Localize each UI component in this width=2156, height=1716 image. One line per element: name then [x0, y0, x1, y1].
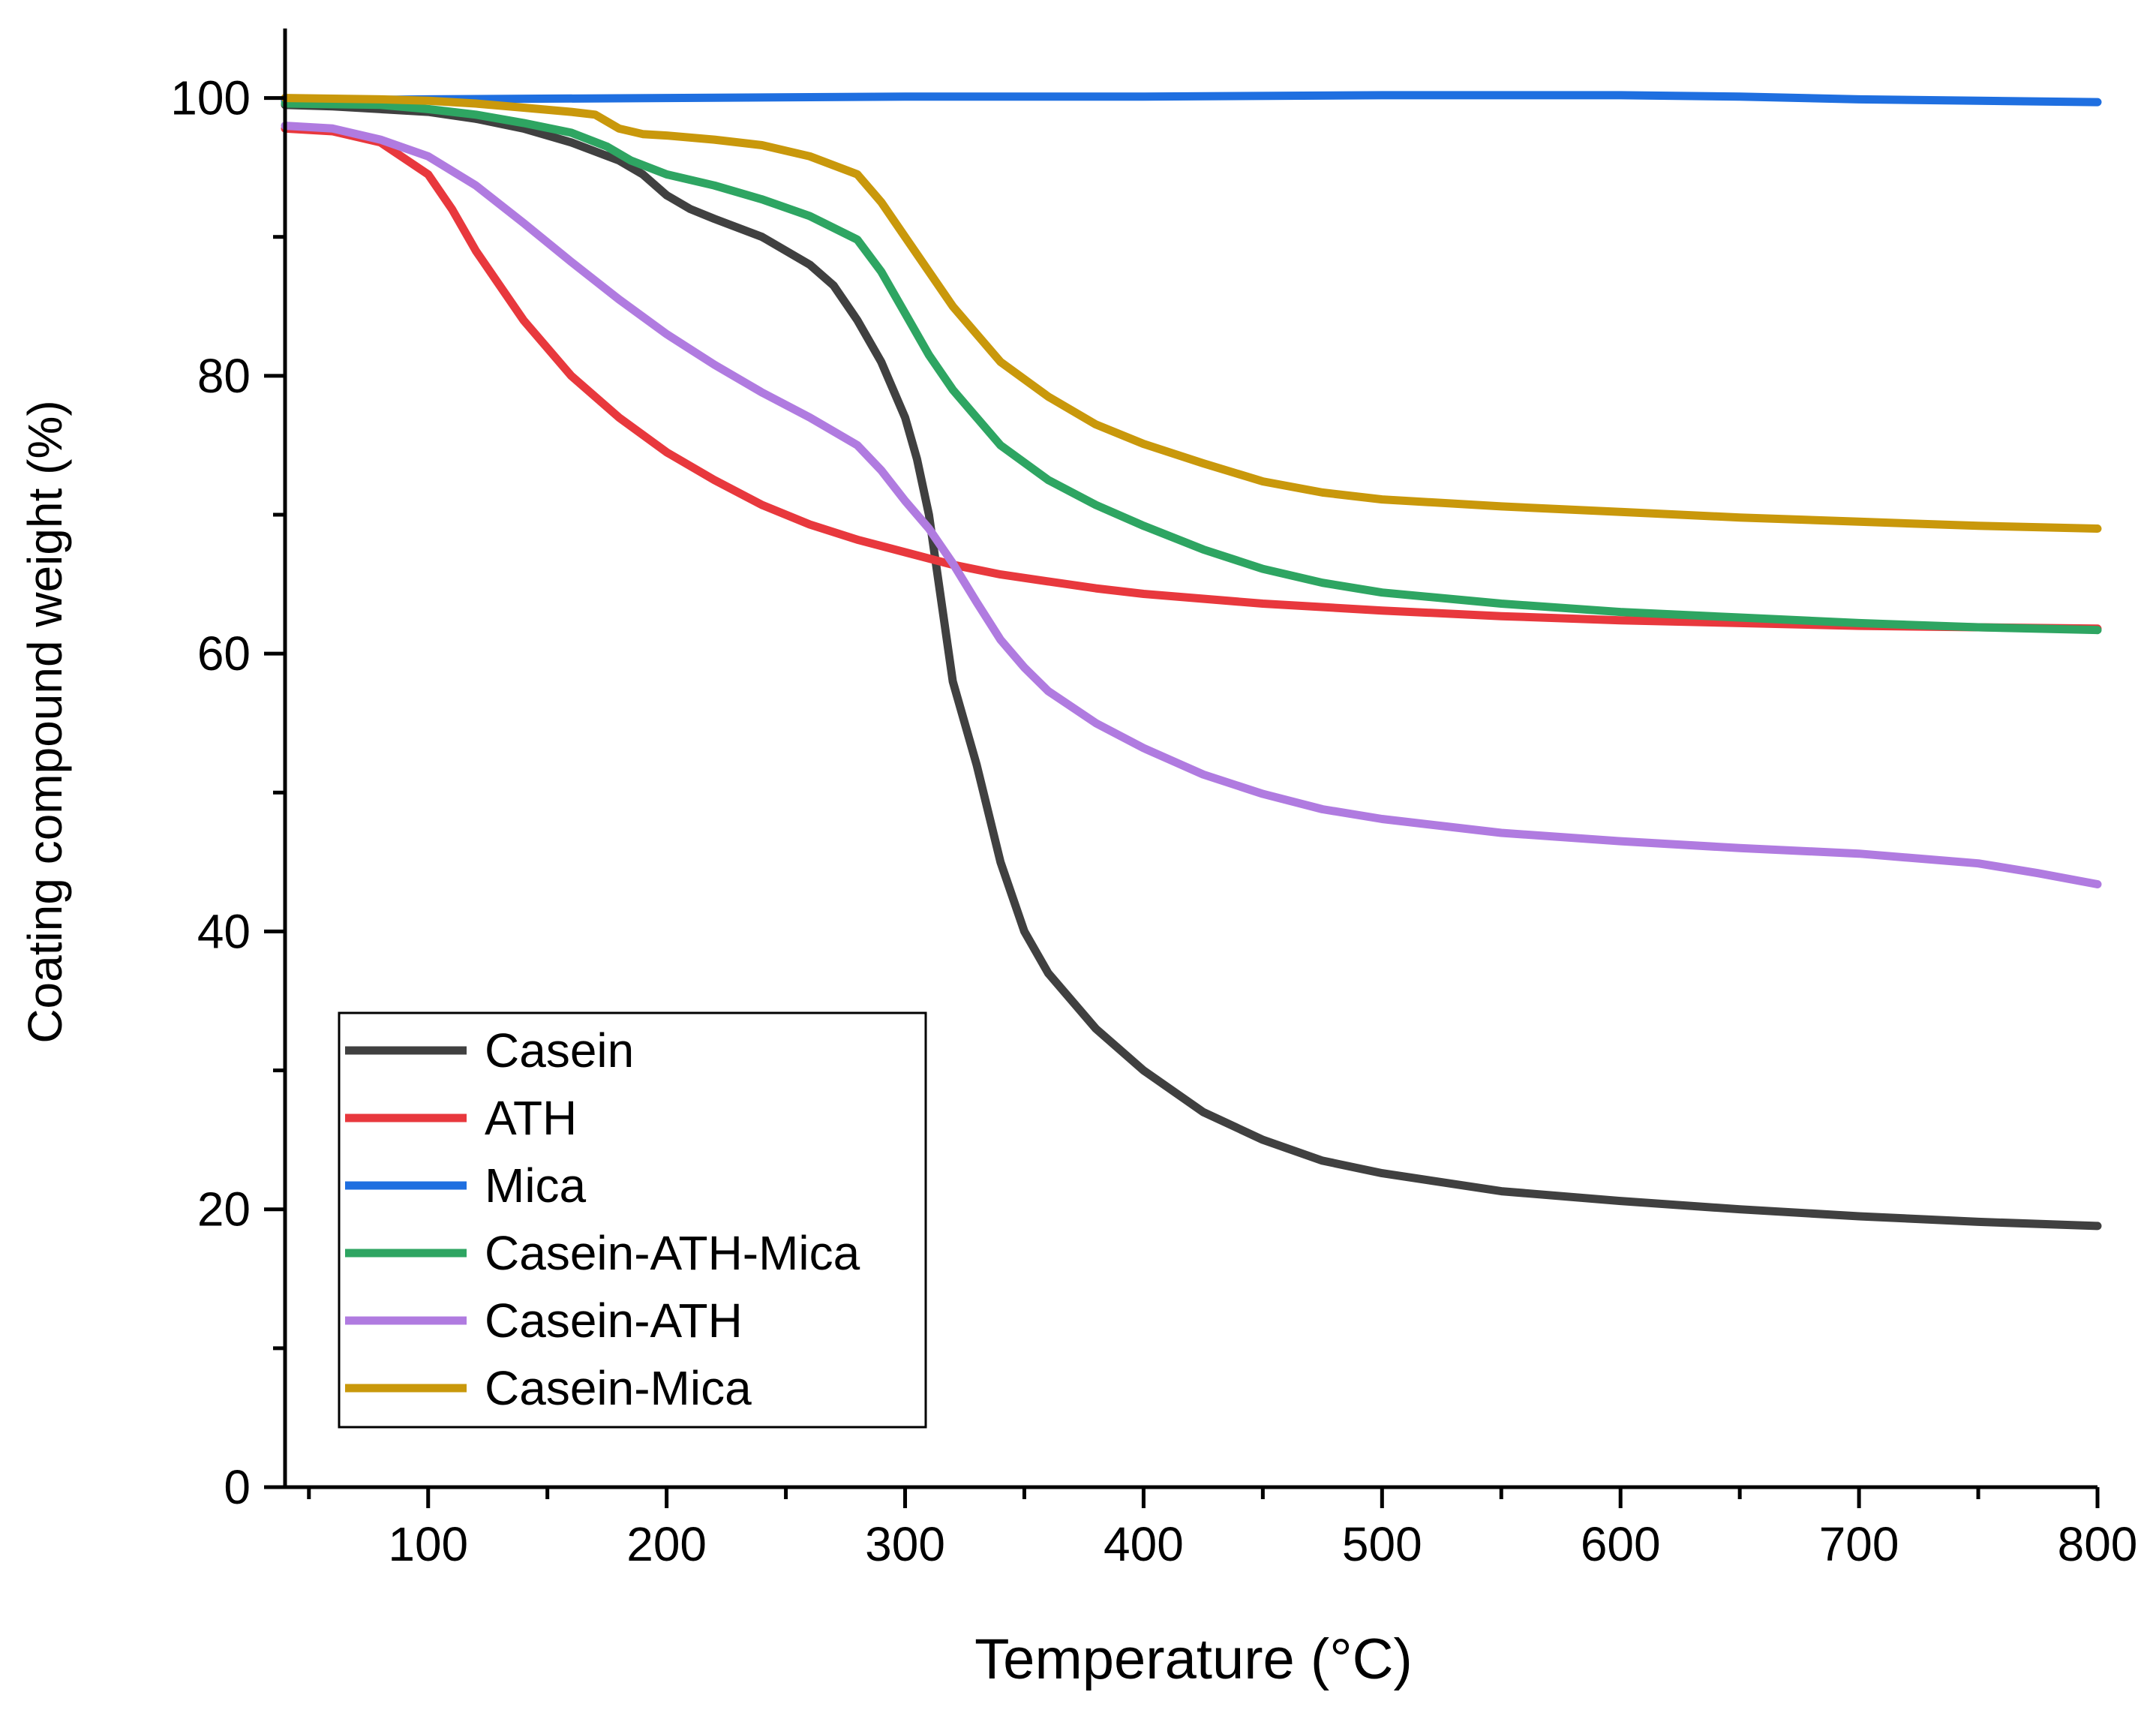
- x-tick-label: 500: [1342, 1517, 1422, 1571]
- series-layer: [281, 91, 2102, 1231]
- legend-box: [338, 1011, 927, 1429]
- x-tick-label: 400: [1104, 1517, 1184, 1571]
- x-tick-label: 100: [388, 1517, 468, 1571]
- y-axis-title: Coating compound weight (%): [18, 400, 72, 1043]
- y-tick-label: 40: [197, 904, 251, 958]
- legend: Casein ATH Mica Casein-ATH-Mica Casein-ATH Ca…: [338, 1011, 927, 1429]
- x-tick-label: 300: [865, 1517, 945, 1571]
- y-tick-label: 100: [170, 71, 251, 125]
- y-tick-label: 0: [224, 1460, 251, 1514]
- x-axis-title: Temperature (°C): [974, 1627, 1413, 1691]
- legend-label: Casein-ATH: [485, 1294, 743, 1348]
- y-tick-label: 20: [197, 1183, 251, 1237]
- plot-area: 100 200 300 400 500 600 700 800 0 20 40 60 80 100: [170, 29, 2137, 1571]
- series-line-casein-ath-mica: [281, 99, 2102, 635]
- legend-label: Casein-Mica: [485, 1361, 752, 1415]
- y-tick-label: 60: [197, 627, 251, 681]
- x-tick-label: 600: [1581, 1517, 1661, 1571]
- x-tick-label: 800: [2058, 1517, 2138, 1571]
- series-line-casein-ath: [281, 122, 2102, 888]
- legend-label: Mica: [485, 1159, 587, 1213]
- series-line-ath: [281, 124, 2102, 633]
- axes-layer: 100 200 300 400 500 600 700 800 0 20 40 60 80 100: [170, 29, 2137, 1571]
- series-line-casein: [281, 101, 2102, 1231]
- legend-label: Casein: [485, 1023, 634, 1077]
- series-line-mica: [281, 91, 2102, 107]
- x-tick-label: 700: [1819, 1517, 1899, 1571]
- x-tick-label: 200: [626, 1517, 707, 1571]
- legend-label: ATH: [485, 1091, 577, 1145]
- y-tick-label: 80: [197, 349, 251, 403]
- legend-label: Casein-ATH-Mica: [485, 1226, 860, 1280]
- series-line-casein-mica: [281, 94, 2102, 533]
